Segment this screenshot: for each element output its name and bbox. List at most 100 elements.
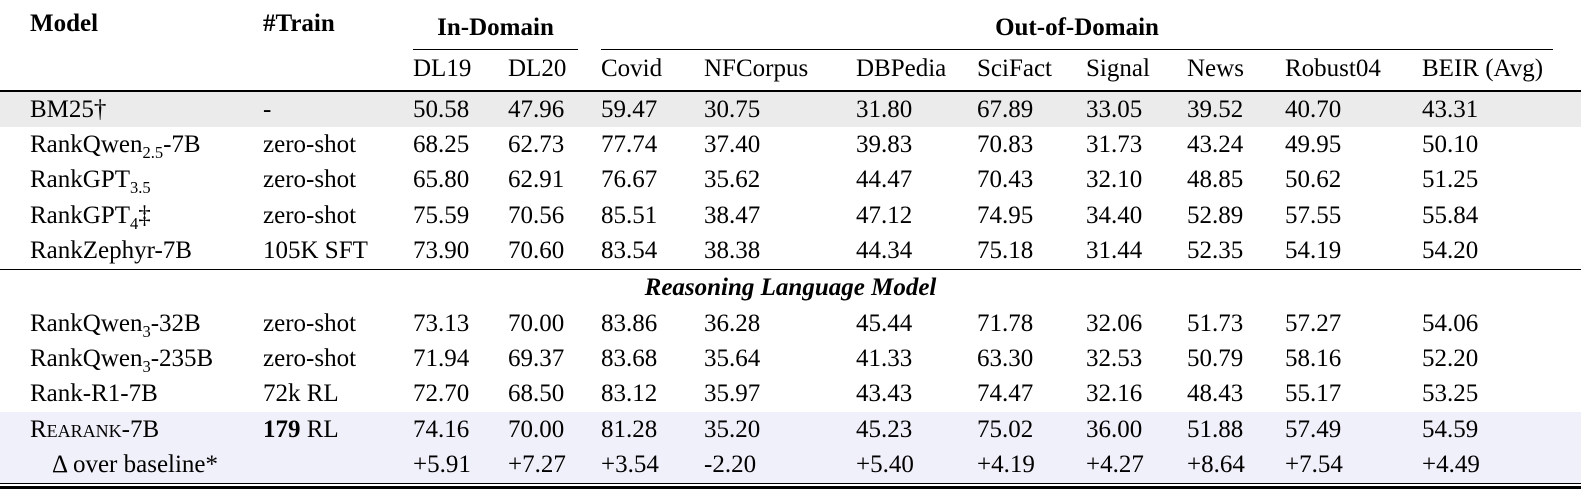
value-cell: 52.89	[1187, 201, 1244, 229]
value-cell: 51.25	[1422, 166, 1479, 194]
value-cell: 73.13	[413, 309, 470, 337]
model-cell: Rearank-7B	[30, 415, 160, 443]
model-cell: Rank-R1-7B	[30, 380, 158, 408]
section-label: Reasoning Language Model	[0, 268, 1581, 306]
value-cell: 63.30	[977, 345, 1034, 373]
value-cell: 70.83	[977, 131, 1034, 159]
value-cell: 40.70	[1285, 95, 1342, 123]
value-cell: 48.43	[1187, 380, 1244, 408]
value-cell: 31.80	[856, 95, 913, 123]
value-cell: 39.83	[856, 131, 913, 159]
value-cell: 32.06	[1086, 309, 1143, 337]
in-domain-group-rule: In-Domain	[413, 14, 578, 50]
value-cell: 83.86	[601, 309, 658, 337]
table-row: Rank-R1-7B 72k RL 72.70 68.50 83.12 35.97 43.4…	[0, 377, 1581, 412]
model-cell: RankZephyr-7B	[30, 237, 192, 265]
model-cell: RankQwen2.5-7B	[30, 131, 201, 163]
value-cell: 85.51	[601, 201, 658, 229]
value-cell: 70.43	[977, 166, 1034, 194]
table-bottom-rule	[0, 482, 1581, 489]
value-cell: 74.95	[977, 201, 1034, 229]
value-cell: 34.40	[1086, 201, 1143, 229]
value-cell: 47.12	[856, 201, 913, 229]
value-cell: +4.27	[1086, 451, 1144, 479]
value-cell: 43.43	[856, 380, 913, 408]
train-cell: zero-shot	[263, 166, 357, 194]
value-cell: 74.16	[413, 415, 470, 443]
value-cell: 51.88	[1187, 415, 1244, 443]
value-cell: 73.90	[413, 237, 470, 265]
value-cell: 33.05	[1086, 95, 1143, 123]
column-group-in-domain: In-Domain	[413, 0, 601, 50]
value-cell: +8.64	[1187, 451, 1245, 479]
value-cell: 62.91	[508, 166, 565, 194]
value-cell: 55.84	[1422, 201, 1479, 229]
table-row: RankQwen3-235B zero-shot 71.94 69.37 83.68 35…	[0, 341, 1581, 376]
value-cell: 77.74	[601, 131, 658, 159]
value-cell: 53.25	[1422, 380, 1479, 408]
header-row-groups: Model #Train In-Domain Out-of-Domain	[0, 0, 1581, 92]
value-cell: 75.59	[413, 201, 470, 229]
value-cell: 36.28	[704, 309, 761, 337]
value-cell: 57.27	[1285, 309, 1342, 337]
in-domain-group-label: In-Domain	[437, 14, 554, 41]
value-cell: 54.06	[1422, 309, 1479, 337]
table-row: Δ over baseline* +5.91 +7.27 +3.54 -2.20 +5.4…	[0, 447, 1581, 483]
column-header-signal: Signal	[1086, 50, 1187, 92]
value-cell: 72.70	[413, 380, 470, 408]
out-of-domain-group-rule: Out-of-Domain	[601, 14, 1554, 50]
model-cell: Δ over baseline*	[52, 451, 219, 479]
column-header-model: Model	[0, 0, 263, 92]
value-cell: 35.62	[704, 166, 761, 194]
value-cell: 54.59	[1422, 415, 1479, 443]
out-of-domain-group-label: Out-of-Domain	[995, 14, 1159, 41]
value-cell: 50.10	[1422, 131, 1479, 159]
value-cell: +3.54	[601, 451, 659, 479]
value-cell: 35.20	[704, 415, 761, 443]
value-cell: 44.47	[856, 166, 913, 194]
value-cell: 57.49	[1285, 415, 1342, 443]
value-cell: 76.67	[601, 166, 658, 194]
table-body: BM25† - 50.58 47.96 59.47 30.75 31.80 67.89 33.0…	[0, 91, 1581, 483]
value-cell: +5.40	[856, 451, 914, 479]
value-cell: 50.58	[413, 95, 470, 123]
value-cell: 31.44	[1086, 237, 1143, 265]
value-cell: 51.73	[1187, 309, 1244, 337]
train-cell: zero-shot	[263, 345, 357, 373]
benchmark-table: Model #Train In-Domain Out-of-Domain DL1…	[0, 0, 1581, 483]
value-cell: +5.91	[413, 451, 471, 479]
value-cell: 58.16	[1285, 345, 1342, 373]
value-cell: 50.79	[1187, 345, 1244, 373]
value-cell: 55.17	[1285, 380, 1342, 408]
value-cell: 41.33	[856, 345, 913, 373]
value-cell: 54.20	[1422, 237, 1479, 265]
value-cell: 30.75	[704, 95, 761, 123]
value-cell: 68.50	[508, 380, 565, 408]
table-row: Rearank-7B 179 RL 74.16 70.00 81.28 35.20 45.2…	[0, 412, 1581, 448]
value-cell: 43.24	[1187, 131, 1244, 159]
value-cell: 70.00	[508, 309, 565, 337]
column-header-news: News	[1187, 50, 1285, 92]
section-row: Reasoning Language Model	[0, 268, 1581, 306]
value-cell: 83.12	[601, 380, 658, 408]
column-header-scifact: SciFact	[977, 50, 1086, 92]
value-cell: 70.00	[508, 415, 565, 443]
train-cell: 179 RL	[263, 415, 339, 443]
train-cell: 105K SFT	[263, 237, 368, 265]
header-row-subcolumns: DL19 DL20 Covid NFCorpus DBPedia SciFact Signa…	[0, 50, 1581, 92]
value-cell: 38.47	[704, 201, 761, 229]
value-cell: 75.18	[977, 237, 1034, 265]
value-cell: 43.31	[1422, 95, 1479, 123]
value-cell: 32.53	[1086, 345, 1143, 373]
train-cell: zero-shot	[263, 131, 357, 159]
value-cell: 52.35	[1187, 237, 1244, 265]
value-cell: 65.80	[413, 166, 470, 194]
value-cell: 83.54	[601, 237, 658, 265]
model-cell: BM25†	[30, 95, 107, 123]
value-cell: 32.10	[1086, 166, 1143, 194]
value-cell: 74.47	[977, 380, 1034, 408]
value-cell: 48.85	[1187, 166, 1244, 194]
train-cell: zero-shot	[263, 309, 357, 337]
table-row: BM25† - 50.58 47.96 59.47 30.75 31.80 67.89 33.0…	[0, 91, 1581, 128]
value-cell: 75.02	[977, 415, 1034, 443]
